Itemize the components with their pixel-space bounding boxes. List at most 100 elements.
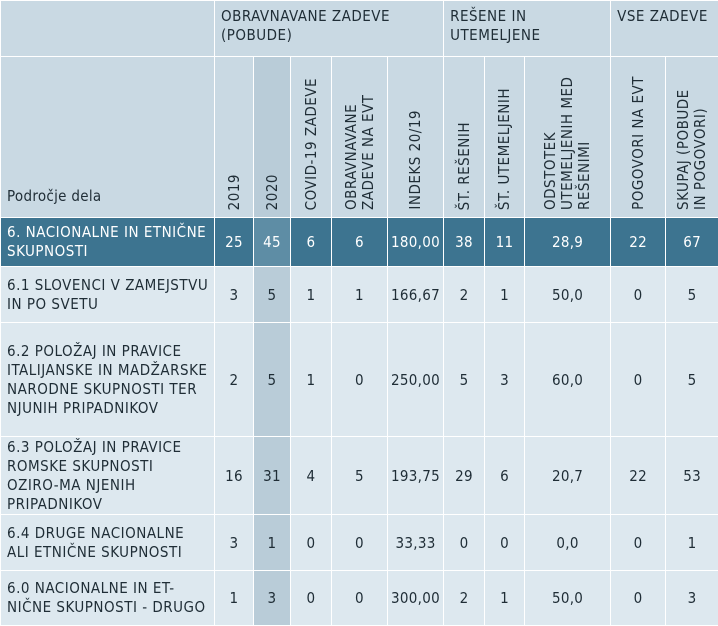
cell-resenih: 2 [444,571,485,626]
column-header-covid-label: COVID-19 ZADEVE [303,78,320,210]
column-header-resenih-label: ŠT. REŠENIH [456,122,473,210]
cell-resenih: 29 [444,437,485,515]
group-header-empty [1,1,215,57]
row-area: 6.1 SLOVENCI V ZAMEJSTVU IN PO SVETU [1,267,215,323]
column-header-index-label: INDEKS 20/19 [407,110,424,210]
cell-resenih: 2 [444,267,485,323]
cell-odstotek: 0,0 [525,515,611,571]
column-header-skupaj: SKUPAJ (POBUDE IN POGOVORI) [666,57,718,218]
cell-odstotek: 50,0 [525,267,611,323]
cell-skupaj: 67 [666,218,718,267]
column-header-odstotek: ODSTOTEK UTEMELJENIH MED REŠENIMI [525,57,611,218]
cell-2020: 31 [254,437,291,515]
column-header-2019-label: 2019 [226,174,243,210]
cell-pogovori: 0 [611,571,666,626]
group-header-obravnavane: OBRAVNAVANE ZADEVE (POBUDE) [215,1,444,57]
column-header-area: Področje dela [1,57,215,218]
cell-2019: 16 [215,437,254,515]
cell-skupaj: 5 [666,323,718,437]
cell-utemeljenih: 1 [485,267,525,323]
column-header-pogovori-label: POGOVORI NA EVT [630,76,647,210]
cell-pogovori: 22 [611,437,666,515]
cell-pogovori: 0 [611,515,666,571]
column-header-2019: 2019 [215,57,254,218]
cell-2020: 45 [254,218,291,267]
cell-skupaj: 3 [666,571,718,626]
cell-covid: 1 [291,267,332,323]
cell-utemeljenih: 0 [485,515,525,571]
cell-evt: 1 [332,267,388,323]
cell-2020: 5 [254,267,291,323]
cell-covid: 4 [291,437,332,515]
column-header-evt: OBRAVNAVANE ZADEVE NA EVT [332,57,388,218]
cell-index: 300,00 [388,571,444,626]
cell-index: 250,00 [388,323,444,437]
cell-evt: 0 [332,571,388,626]
row-area: 6.4 DRUGE NACIONALNE ALI ETNIČNE SKUPNOS… [1,515,215,571]
cell-utemeljenih: 6 [485,437,525,515]
cell-covid: 0 [291,571,332,626]
cell-evt: 0 [332,323,388,437]
cell-2019: 25 [215,218,254,267]
cell-2020: 1 [254,515,291,571]
cell-covid: 0 [291,515,332,571]
column-header-utemeljenih: ŠT. UTEMELJENIH [485,57,525,218]
cell-resenih: 38 [444,218,485,267]
cell-covid: 1 [291,323,332,437]
cell-index: 33,33 [388,515,444,571]
cell-2019: 3 [215,267,254,323]
column-header-odstotek-label: ODSTOTEK UTEMELJENIH MED REŠENIMI [542,70,593,210]
row-area: 6.3 POLOŽAJ IN PRAVICE ROMSKE SKUPNOSTI … [1,437,215,515]
cell-evt: 5 [332,437,388,515]
row-area: 6.2 POLOŽAJ IN PRAVICE ITALIJANSKE IN MA… [1,323,215,437]
column-header-2020-label: 2020 [264,174,281,210]
column-header-pogovori: POGOVORI NA EVT [611,57,666,218]
cell-covid: 6 [291,218,332,267]
column-header-row: Področje dela 2019 2020 COVID-19 ZADEVE … [1,57,718,218]
cell-utemeljenih: 3 [485,323,525,437]
cell-pogovori: 0 [611,323,666,437]
column-header-2020: 2020 [254,57,291,218]
table-row: 6.4 DRUGE NACIONALNE ALI ETNIČNE SKUPNOS… [1,515,718,571]
table-row: 6. NACIONALNE IN ETNIČNE SKUPNOSTI 25 45… [1,218,718,267]
cell-skupaj: 1 [666,515,718,571]
cell-odstotek: 28,9 [525,218,611,267]
cell-utemeljenih: 11 [485,218,525,267]
table-row: 6.2 POLOŽAJ IN PRAVICE ITALIJANSKE IN MA… [1,323,718,437]
column-header-evt-label: OBRAVNAVANE ZADEVE NA EVT [343,80,377,210]
cell-skupaj: 53 [666,437,718,515]
cell-resenih: 0 [444,515,485,571]
column-header-index: INDEKS 20/19 [388,57,444,218]
cell-index: 193,75 [388,437,444,515]
cell-2020: 3 [254,571,291,626]
cell-utemeljenih: 1 [485,571,525,626]
column-header-skupaj-label: SKUPAJ (POBUDE IN POGOVORI) [675,70,709,210]
group-header-vse: VSE ZADEVE [611,1,718,57]
column-header-resenih: ŠT. REŠENIH [444,57,485,218]
column-header-covid: COVID-19 ZADEVE [291,57,332,218]
cell-index: 166,67 [388,267,444,323]
cell-2019: 1 [215,571,254,626]
group-header-resene: REŠENE IN UTEMELJENE [444,1,611,57]
cell-index: 180,00 [388,218,444,267]
cell-resenih: 5 [444,323,485,437]
cell-skupaj: 5 [666,267,718,323]
cell-pogovori: 22 [611,218,666,267]
row-area: 6.0 NACIONALNE IN ET-NIČNE SKUPNOSTI - D… [1,571,215,626]
column-header-utemeljenih-label: ŠT. UTEMELJENIH [496,88,513,210]
cell-2020: 5 [254,323,291,437]
cell-pogovori: 0 [611,267,666,323]
row-area: 6. NACIONALNE IN ETNIČNE SKUPNOSTI [1,218,215,267]
table-row: 6.0 NACIONALNE IN ET-NIČNE SKUPNOSTI - D… [1,571,718,626]
cell-odstotek: 50,0 [525,571,611,626]
table-row: 6.1 SLOVENCI V ZAMEJSTVU IN PO SVETU 3 5… [1,267,718,323]
cell-2019: 2 [215,323,254,437]
table-row: 6.3 POLOŽAJ IN PRAVICE ROMSKE SKUPNOSTI … [1,437,718,515]
cell-evt: 0 [332,515,388,571]
cell-2019: 3 [215,515,254,571]
cell-odstotek: 60,0 [525,323,611,437]
group-header-row: OBRAVNAVANE ZADEVE (POBUDE) REŠENE IN UT… [1,1,718,57]
cell-evt: 6 [332,218,388,267]
cell-odstotek: 20,7 [525,437,611,515]
